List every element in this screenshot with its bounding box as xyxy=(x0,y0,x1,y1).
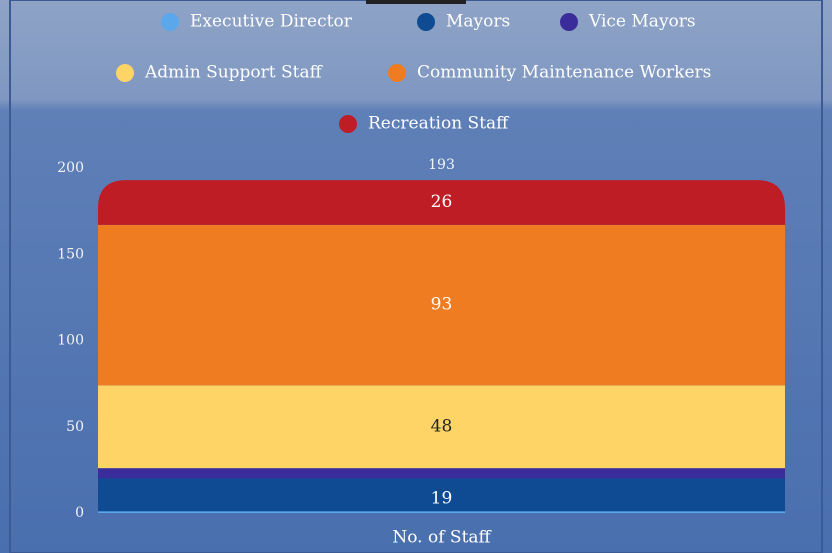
total-label: 193 xyxy=(428,157,455,173)
legend-label: Mayors xyxy=(446,12,510,32)
legend-swatch xyxy=(417,13,435,31)
title-remnant xyxy=(366,0,466,4)
segment-label: 19 xyxy=(431,488,453,508)
y-tick-label: 0 xyxy=(75,505,84,521)
legend-swatch xyxy=(388,64,406,82)
y-tick-label: 100 xyxy=(57,333,84,349)
segment-label: 48 xyxy=(431,416,453,436)
page: {"chart_data": {"type": "stacked-bar", "… xyxy=(0,0,832,553)
legend-label: Admin Support Staff xyxy=(144,63,324,83)
x-tick-label: No. of Staff xyxy=(392,528,492,548)
chart: Executive Director Mayors Vice Mayors Admin… xyxy=(0,0,832,553)
legend-swatch xyxy=(560,13,578,31)
bar-segment xyxy=(98,468,785,478)
legend-label: Community Maintenance Workers xyxy=(417,63,711,83)
legend-swatch xyxy=(116,64,134,82)
y-tick-label: 150 xyxy=(57,246,84,262)
legend-label: Vice Mayors xyxy=(588,12,696,32)
legend-label: Recreation Staff xyxy=(368,114,510,134)
segment-label: 93 xyxy=(431,295,453,315)
legend-swatch xyxy=(339,115,357,133)
y-tick-label: 50 xyxy=(66,419,84,435)
y-tick-label: 200 xyxy=(57,160,84,176)
bar-segment xyxy=(98,511,785,513)
legend-label: Executive Director xyxy=(190,12,353,32)
legend-swatch xyxy=(161,13,179,31)
segment-label: 26 xyxy=(431,192,453,212)
